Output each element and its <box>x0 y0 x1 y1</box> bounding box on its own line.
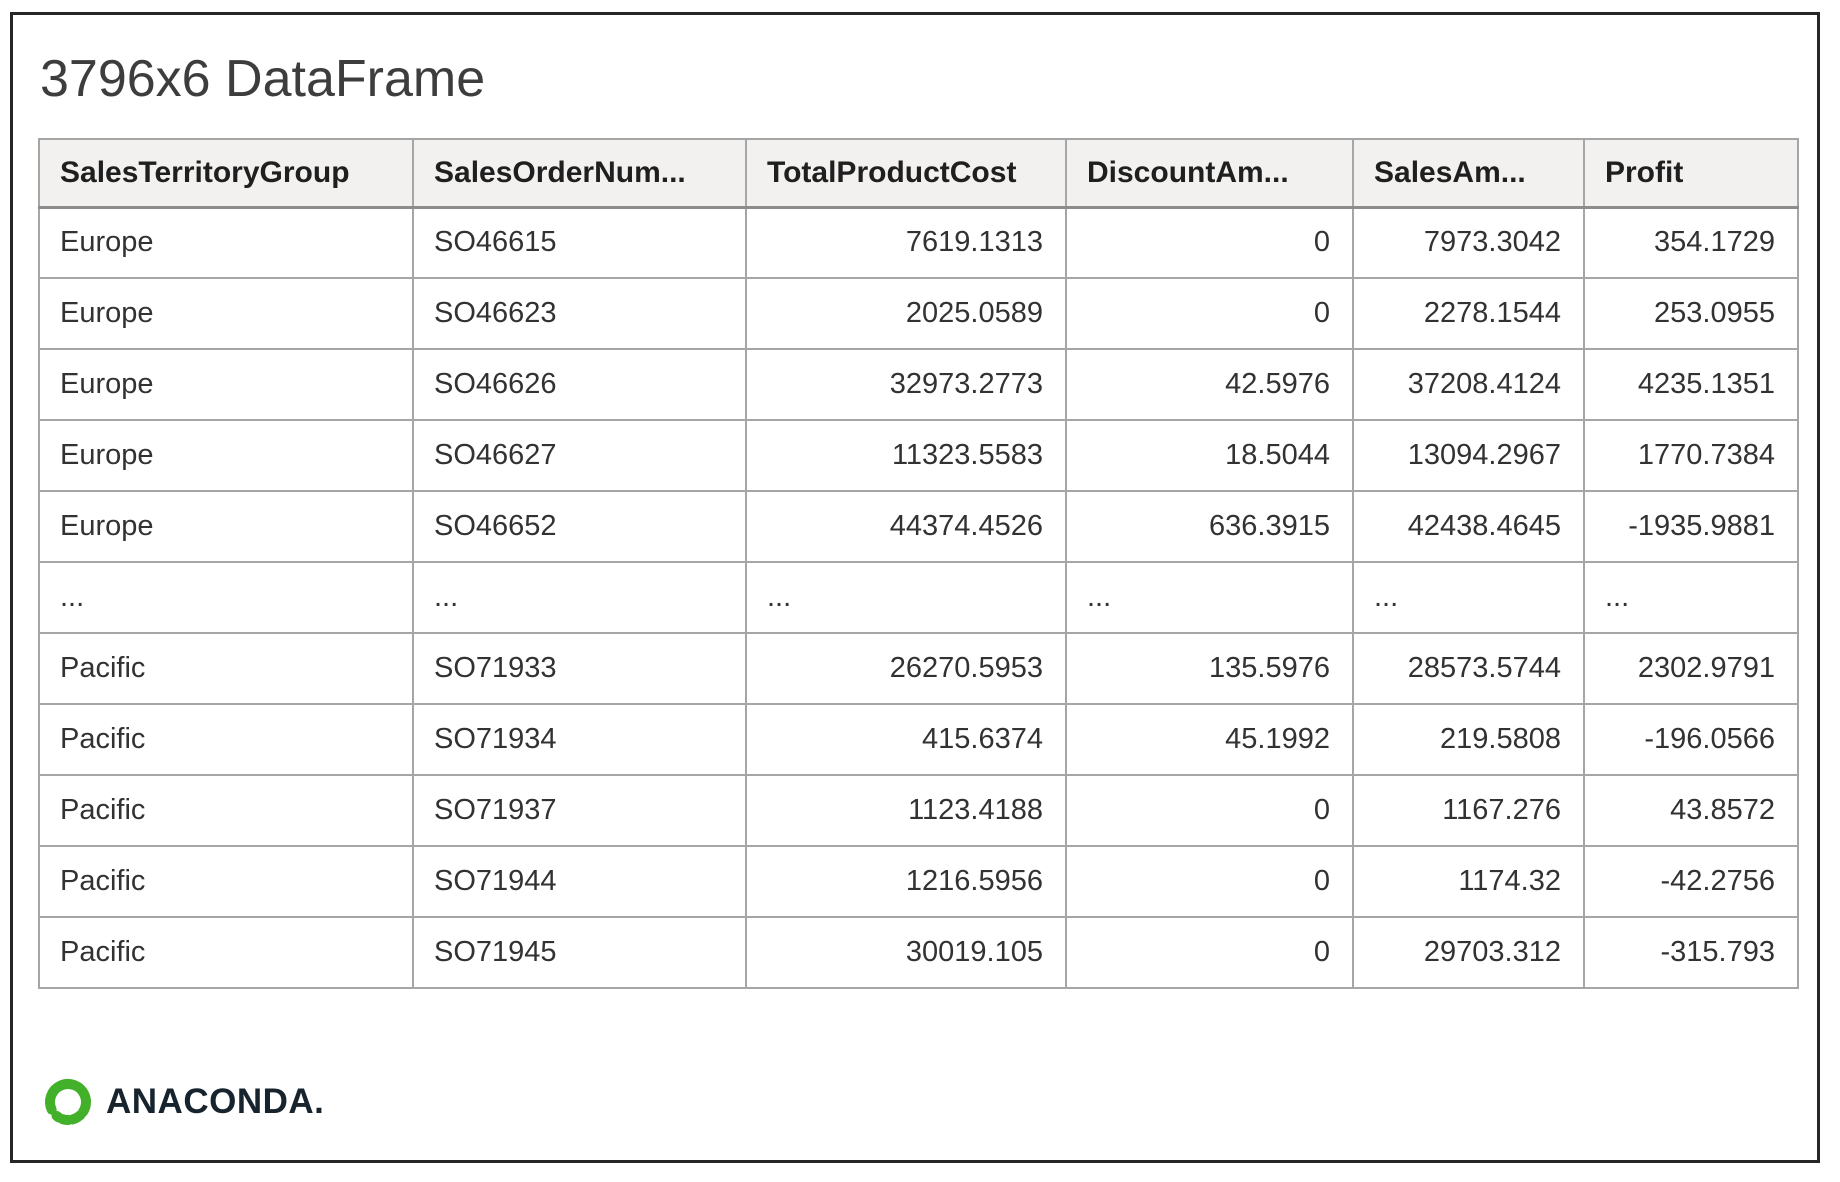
table-cell: 1216.5956 <box>745 845 1067 918</box>
table-row: Pacific SO71937 1123.4188 0 1167.276 43.8572 <box>38 774 1799 847</box>
table-cell: SO46626 <box>412 348 747 421</box>
table-cell: 4235.1351 <box>1583 348 1799 421</box>
table-header-row: SalesTerritoryGroup SalesOrderNum... Total… <box>38 138 1799 209</box>
table-row: Europe SO46627 11323.5583 18.5044 13094.2967… <box>38 419 1799 492</box>
table-cell: 1770.7384 <box>1583 419 1799 492</box>
table-cell: ... <box>1065 561 1354 634</box>
column-header-salesterritorygroup[interactable]: SalesTerritoryGroup <box>38 138 414 209</box>
table-cell: -1935.9881 <box>1583 490 1799 563</box>
table-cell: -315.793 <box>1583 916 1799 989</box>
table-cell: 2278.1544 <box>1352 277 1585 350</box>
table-cell: ... <box>412 561 747 634</box>
table-cell: 2302.9791 <box>1583 632 1799 705</box>
visual-frame: 3796x6 DataFrame SalesTerritoryGroup Sale… <box>10 12 1820 1163</box>
table-row: Europe SO46626 32973.2773 42.5976 37208.4124… <box>38 348 1799 421</box>
table-cell: ... <box>745 561 1067 634</box>
table-cell: Europe <box>38 419 414 492</box>
table-cell: -196.0566 <box>1583 703 1799 776</box>
column-header-profit[interactable]: Profit <box>1583 138 1799 209</box>
table-cell: 354.1729 <box>1583 206 1799 279</box>
table-cell: SO71945 <box>412 916 747 989</box>
table-row: Europe SO46623 2025.0589 0 2278.1544 253.0955 <box>38 277 1799 350</box>
table-cell: SO71944 <box>412 845 747 918</box>
table-cell: 26270.5953 <box>745 632 1067 705</box>
table-cell: 0 <box>1065 845 1354 918</box>
table-row: Pacific SO71945 30019.105 0 29703.312 -315.79… <box>38 916 1799 989</box>
table-row: Pacific SO71944 1216.5956 0 1174.32 -42.2756 <box>38 845 1799 918</box>
table-body: Europe SO46615 7619.1313 0 7973.3042 354.1729… <box>38 206 1799 989</box>
table-row: Pacific SO71934 415.6374 45.1992 219.5808 -19… <box>38 703 1799 776</box>
table-cell: 0 <box>1065 916 1354 989</box>
table-cell: 636.3915 <box>1065 490 1354 563</box>
table-cell: Europe <box>38 206 414 279</box>
table-cell: 28573.5744 <box>1352 632 1585 705</box>
table-cell: 1167.276 <box>1352 774 1585 847</box>
table-row: Pacific SO71933 26270.5953 135.5976 28573.57… <box>38 632 1799 705</box>
table-cell: ... <box>1583 561 1799 634</box>
table-cell: SO46623 <box>412 277 747 350</box>
table-cell: 11323.5583 <box>745 419 1067 492</box>
table-cell: 43.8572 <box>1583 774 1799 847</box>
table-cell: Europe <box>38 490 414 563</box>
table-cell: Pacific <box>38 916 414 989</box>
column-header-discountam[interactable]: DiscountAm... <box>1065 138 1354 209</box>
table-cell: 135.5976 <box>1065 632 1354 705</box>
table-cell: 1123.4188 <box>745 774 1067 847</box>
table-cell: 7619.1313 <box>745 206 1067 279</box>
table-cell: SO46652 <box>412 490 747 563</box>
table-cell: 42438.4645 <box>1352 490 1585 563</box>
table-cell: SO46615 <box>412 206 747 279</box>
table-cell: Europe <box>38 348 414 421</box>
table-cell: 42.5976 <box>1065 348 1354 421</box>
table-cell: ... <box>1352 561 1585 634</box>
table-cell: 219.5808 <box>1352 703 1585 776</box>
table-cell: 44374.4526 <box>745 490 1067 563</box>
brand-wordmark: ANACONDA. <box>106 1082 325 1121</box>
table-cell: 45.1992 <box>1065 703 1354 776</box>
table-cell: 29703.312 <box>1352 916 1585 989</box>
table-row: Europe SO46652 44374.4526 636.3915 42438.464… <box>38 490 1799 563</box>
table-cell: -42.2756 <box>1583 845 1799 918</box>
table-cell: Pacific <box>38 845 414 918</box>
table-cell: 0 <box>1065 277 1354 350</box>
table-cell: 37208.4124 <box>1352 348 1585 421</box>
table-cell: Pacific <box>38 632 414 705</box>
table-cell: 30019.105 <box>745 916 1067 989</box>
table-cell: 2025.0589 <box>745 277 1067 350</box>
table-cell: SO46627 <box>412 419 747 492</box>
column-header-salesam[interactable]: SalesAm... <box>1352 138 1585 209</box>
table-cell: 7973.3042 <box>1352 206 1585 279</box>
table-cell: 0 <box>1065 206 1354 279</box>
table-cell: 415.6374 <box>745 703 1067 776</box>
column-header-totalproductcost[interactable]: TotalProductCost <box>745 138 1067 209</box>
dataframe-table: SalesTerritoryGroup SalesOrderNum... Total… <box>38 138 1799 989</box>
table-cell: 253.0955 <box>1583 277 1799 350</box>
table-cell: SO71933 <box>412 632 747 705</box>
table-cell: SO71934 <box>412 703 747 776</box>
table-cell: SO71937 <box>412 774 747 847</box>
page-title: 3796x6 DataFrame <box>40 50 486 108</box>
table-cell: Pacific <box>38 703 414 776</box>
anaconda-brand: ANACONDA. <box>43 1077 324 1127</box>
table-cell: 18.5044 <box>1065 419 1354 492</box>
table-cell: 32973.2773 <box>745 348 1067 421</box>
table-cell: Pacific <box>38 774 414 847</box>
table-cell: 1174.32 <box>1352 845 1585 918</box>
anaconda-ring-icon <box>43 1077 93 1127</box>
table-row: Europe SO46615 7619.1313 0 7973.3042 354.1729 <box>38 206 1799 279</box>
table-cell: ... <box>38 561 414 634</box>
table-row: SalesTerritoryGroup SalesOrderNum... Total… <box>38 138 1799 209</box>
table-cell: Europe <box>38 277 414 350</box>
table-cell: 13094.2967 <box>1352 419 1585 492</box>
table-cell: 0 <box>1065 774 1354 847</box>
column-header-salesordernum[interactable]: SalesOrderNum... <box>412 138 747 209</box>
table-row: .................. <box>38 561 1799 634</box>
